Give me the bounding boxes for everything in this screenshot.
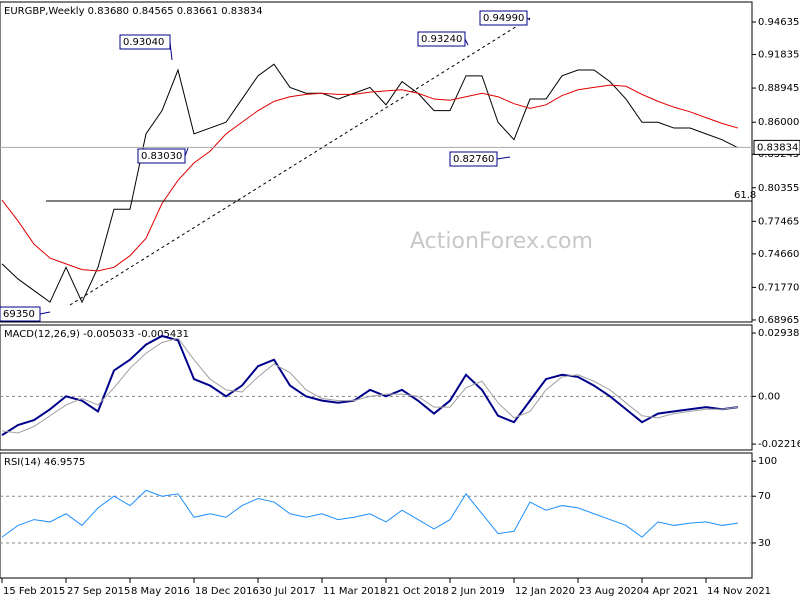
y-tick-label: 0.00	[758, 391, 780, 402]
annotation: 0.93040	[123, 37, 164, 48]
annotation: 0.94990	[483, 13, 524, 24]
y-tick-label: 0.68965	[758, 315, 799, 326]
x-tick-label: 27 Sep 2015	[67, 586, 130, 597]
panel-frame	[0, 1, 753, 323]
annotation-leader	[39, 311, 51, 315]
fib-level-label: 61.8	[734, 190, 756, 201]
annotation: 0.93240	[421, 34, 462, 45]
annotation-box	[449, 151, 498, 167]
x-tick-label: 12 Jan 2020	[515, 586, 575, 597]
trend-line	[69, 17, 531, 306]
series-line	[1, 63, 739, 304]
annotation: 69350	[3, 309, 35, 320]
y-tick-label: 100	[758, 456, 777, 467]
series-line	[1, 334, 739, 436]
x-tick-label: 14 Nov 2021	[707, 586, 771, 597]
panel-title: EURGBP,Weekly 0.83680 0.84565 0.83661 0.…	[4, 6, 263, 17]
annotation-leader	[496, 156, 511, 160]
y-tick-label: -0.022161	[758, 439, 800, 450]
series-line	[1, 489, 739, 538]
x-tick-label: 18 Dec 2016	[195, 586, 259, 597]
last-price-box	[753, 139, 800, 155]
y-tick-label: 0.86000	[758, 117, 799, 128]
panel-title: RSI(14) 46.9575	[4, 457, 85, 468]
annotation-box	[0, 306, 41, 322]
y-tick-label: 0.94635	[758, 17, 799, 28]
series-line	[1, 84, 739, 272]
y-tick-label: 70	[758, 491, 771, 502]
panel-frame	[0, 452, 753, 579]
panel-frame	[0, 324, 753, 451]
annotation-box	[417, 31, 466, 47]
annotation-box	[119, 34, 171, 50]
watermark: ActionForex.com	[410, 229, 593, 254]
y-tick-label: 0.77465	[758, 216, 799, 227]
x-tick-label: 11 Mar 2018	[323, 586, 386, 597]
x-tick-label: 8 May 2016	[131, 586, 190, 597]
annotation: 0.82760	[453, 154, 494, 165]
last-price-label: 0.83834	[757, 142, 798, 153]
x-tick-label: 15 Feb 2015	[3, 586, 65, 597]
x-tick-label: 30 Jul 2017	[259, 586, 316, 597]
y-tick-label: 30	[758, 538, 771, 549]
x-tick-label: 23 Aug 2020	[579, 586, 643, 597]
y-tick-label: 0.88945	[758, 83, 799, 94]
annotation: 0.83030	[141, 151, 182, 162]
series-line	[1, 337, 739, 434]
x-tick-label: 21 Oct 2018	[387, 586, 449, 597]
panel-title: MACD(12,26,9) -0.005033 -0.005431	[4, 329, 189, 340]
y-tick-label: 0.74660	[758, 249, 799, 260]
annotation-box	[479, 10, 528, 26]
annotation-box	[137, 148, 186, 164]
x-tick-label: 4 Apr 2021	[643, 586, 698, 597]
y-tick-label: 0.80355	[758, 183, 799, 194]
y-tick-label: 0.71770	[758, 282, 799, 293]
x-tick-label: 2 Jun 2019	[451, 586, 505, 597]
y-tick-label: 0.029387	[758, 328, 800, 339]
y-tick-label: 0.91835	[758, 50, 799, 61]
